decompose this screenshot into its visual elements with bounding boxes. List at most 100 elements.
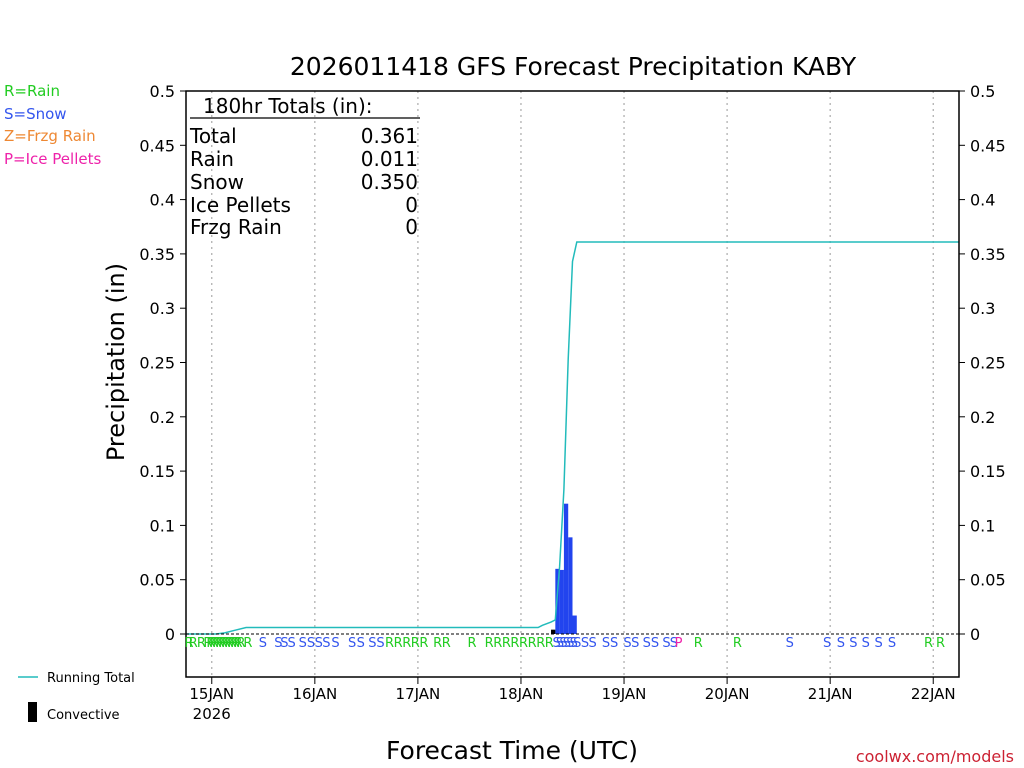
y-tick-label-left: 0.05 [139,571,175,590]
precip-type-marker: S [368,636,376,651]
precip-type-marker: P [675,636,683,651]
precip-type-marker: S [862,636,870,651]
precip-type-marker: S [786,636,794,651]
precip-type-marker: R [212,636,221,651]
precip-type-marker: R [233,636,242,651]
credit-text: coolwx.com/models [856,747,1014,766]
totals-value-total: 0.361 [361,124,418,148]
precip-type-marker: S [331,636,339,651]
plot-frame [185,90,960,678]
precip-type-marker: R [733,636,742,651]
precip-type-marker: R [411,636,420,651]
precip-bars [551,503,577,634]
y-tick-label-right: 0.45 [970,136,1006,155]
precip-type-marker: S [570,636,578,651]
precip-type-marker: S [643,636,651,651]
x-axis-label: Forecast Time (UTC) [386,736,638,765]
precip-type-marker: S [610,636,618,651]
y-tick-label-left: 0.2 [150,408,175,427]
precip-type-marker: R [227,636,236,651]
precip-type-legend: R=Rain S=Snow Z=Frzg Rain P=Ice Pellets [4,82,101,168]
precip-type-marker: R [206,636,215,651]
precip-type-marker: S [670,636,678,651]
y-tick-label-left: 0.5 [150,82,175,101]
precip-type-marker: S [662,636,670,651]
x-axis-ticks: 15JAN 2026 16JAN 17JAN 18JAN 19JAN 20JAN 21JAN 2… [189,677,956,723]
precip-type-marker: S [888,636,896,651]
totals-label-frzg-rain: Frzg Rain [190,215,282,239]
y-tick-label-right: 0 [970,625,980,644]
running-total-line [186,241,959,635]
precip-type-marker: S [581,636,589,651]
precip-type-marker: R [221,636,230,651]
precip-type-marker: R [402,636,411,651]
y-tick-label-right: 0.05 [970,571,1006,590]
precip-type-marker: S [348,636,356,651]
precip-type-marker: S [837,636,845,651]
precip-type-marker: R [528,636,537,651]
y-tick-label-right: 0.15 [970,462,1006,481]
y-tick-label-left: 0.3 [150,299,175,318]
totals-label-total: Total [189,124,237,148]
precip-type-marker: S [288,636,296,651]
y-tick-label-left: 0.35 [139,245,175,264]
precip-type-marker: R [209,636,218,651]
precip-type-marker: R [215,636,224,651]
precip-type-marker: R [189,636,198,651]
precip-type-marker: R [510,636,519,651]
precip-type-marker: S [315,636,323,651]
precip-type-marker: R [218,636,227,651]
convective-bar [551,629,556,634]
precip-type-marker: S [322,636,330,651]
x-tick-label: 17JAN [396,685,441,703]
y-tick-label-right: 0.25 [970,354,1006,373]
precip-type-marker: R [442,636,451,651]
precip-type-marker: S [849,636,857,651]
precip-type-marker: R [419,636,428,651]
precip-type-marker: R [394,636,403,651]
y-tick-label-right: 0.4 [970,191,995,210]
precip-type-marker: R [485,636,494,651]
gridlines [211,91,934,677]
chart-title: 2026011418 GFS Forecast Precipitation KA… [290,52,857,81]
x-tick-label: 19JAN [602,685,647,703]
totals-label-rain: Rain [190,147,234,171]
legend-convective-swatch [28,702,37,722]
x-tick-label: 16JAN [292,685,337,703]
x-tick-label: 15JAN [189,685,234,703]
x-year-label: 2026 [193,705,231,723]
y-tick-label-right: 0.5 [970,82,995,101]
totals-label-ice-pellets: Ice Pellets [190,193,291,217]
precip-type-marker: R [385,636,394,651]
precip-type-marker: R [936,636,945,651]
legend-frzg-rain: Z=Frzg Rain [4,127,96,145]
precip-type-marker: R [467,636,476,651]
precip-type-marker: R [203,636,212,651]
y-axis-left-ticks: 0 0.05 0.1 0.15 0.2 0.25 0.3 0.35 0.4 0.45 0.5 [139,82,186,644]
precip-type-marker: S [299,636,307,651]
y-tick-label-right: 0.3 [970,299,995,318]
y-tick-label-left: 0.25 [139,354,175,373]
y-axis-right-ticks: 0 0.05 0.1 0.15 0.2 0.25 0.3 0.35 0.4 0.45 0.5 [959,82,1006,644]
precip-type-marker: S [875,636,883,651]
precip-type-marker: S [357,636,365,651]
x-tick-label: 20JAN [705,685,750,703]
precip-type-marker: S [274,636,282,651]
y-tick-label-left: 0.45 [139,136,175,155]
precip-type-marker: R [493,636,502,651]
legend-ice-pellets: P=Ice Pellets [4,150,101,168]
precip-type-marker: S [259,636,267,651]
precip-bar [559,569,564,634]
precip-type-marker: S [651,636,659,651]
precip-type-marker: S [589,636,597,651]
precip-type-marker: R [230,636,239,651]
precip-bar [563,503,569,634]
totals-value-ice-pellets: 0 [405,193,418,217]
precip-type-marker: R [502,636,511,651]
legend-snow: S=Snow [4,105,67,123]
x-tick-label: 21JAN [808,685,853,703]
y-axis-label: Precipitation (in) [102,263,130,461]
precip-type-marker: R [694,636,703,651]
precip-bar [572,615,577,634]
